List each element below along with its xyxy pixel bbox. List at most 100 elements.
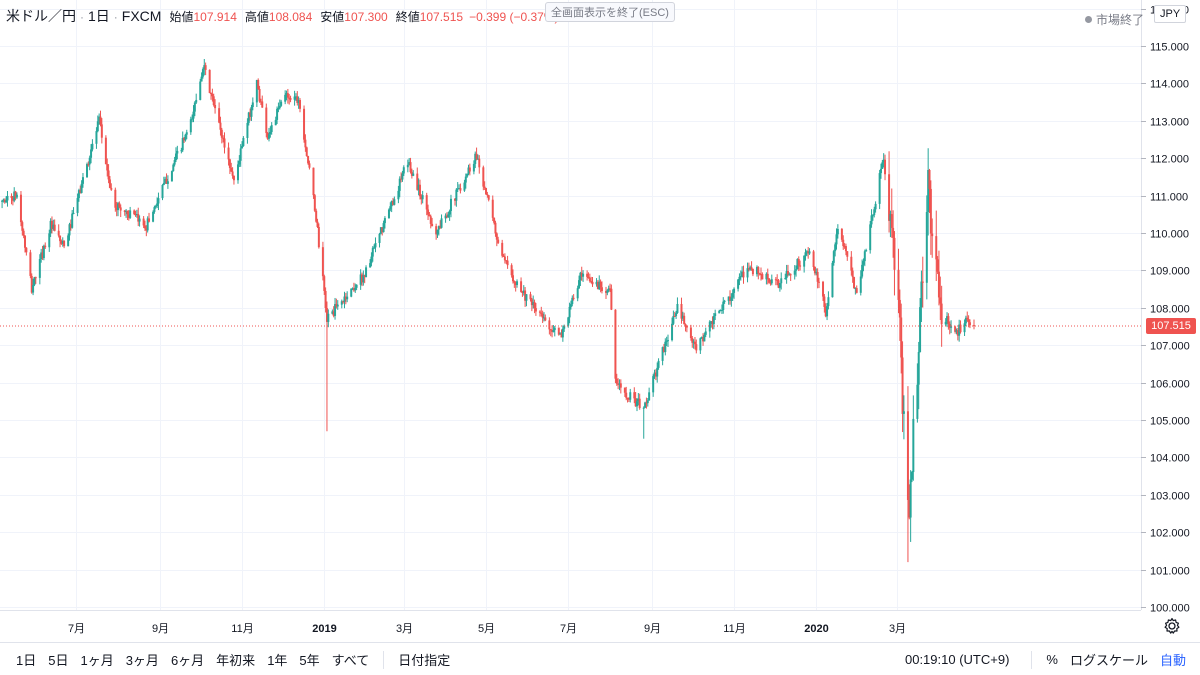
gear-icon[interactable] [1162,616,1182,636]
interval-label[interactable]: 1日 [88,8,110,24]
up-candle [552,330,555,333]
down-candle [257,79,260,90]
up-candle [836,228,839,235]
up-candle [437,226,440,230]
down-candle [79,190,82,193]
up-candle [718,310,721,314]
down-candle [305,147,308,157]
down-candle [596,281,599,290]
down-candle [439,226,442,228]
up-candle [785,271,788,279]
up-candle [343,296,346,302]
down-candle [21,222,24,231]
down-candle [906,411,909,500]
up-candle [826,306,829,317]
price-tick-label: 109.000 [1150,266,1190,278]
auto-scale-button[interactable]: 自動 [1159,653,1186,668]
price-chart[interactable]: 100.000 101.000 102.000 103.000 104.000 105.0… [0,0,1200,642]
down-candle [114,189,117,208]
down-candle [429,216,432,224]
up-candle [571,297,574,305]
down-candle [654,372,657,377]
range-ytd-button[interactable]: 年初来 [216,653,256,668]
up-candle [879,168,882,174]
up-candle [950,326,953,328]
clock-label[interactable]: 00:19:10 (UTC+9) [904,652,1010,667]
up-candle [242,137,245,147]
range-1m-button[interactable]: 1ヶ月 [80,653,114,668]
up-candle [925,212,928,283]
up-candle [730,297,733,301]
symbol-name[interactable]: 米ドル／円 [6,8,76,24]
down-candle [127,214,130,218]
up-candle [91,143,94,150]
up-candle [162,182,165,185]
exit-fullscreen-hint[interactable]: 全画面表示を終了(ESC) [545,2,675,22]
up-candle [653,372,656,377]
up-candle [675,312,678,317]
up-candle [882,159,885,163]
down-candle [623,387,626,393]
up-candle [805,251,808,253]
up-candle [95,131,98,144]
range-1y-button[interactable]: 1年 [267,653,288,668]
percent-scale-button[interactable]: % [1046,652,1058,667]
down-candle [142,218,145,226]
down-candle [34,277,37,279]
up-candle [964,317,967,324]
range-3m-button[interactable]: 3ヶ月 [125,653,159,668]
up-candle [90,149,93,158]
down-candle [324,290,327,309]
down-candle [100,124,103,138]
down-candle [626,397,629,399]
price-tick-label: 103.000 [1150,491,1190,503]
down-candle [600,287,603,292]
down-candle [22,230,25,236]
down-candle [702,337,705,342]
gear-icon-graphic [1164,617,1180,634]
up-candle [576,288,579,299]
down-candle [633,392,636,399]
separator-dot: · [113,10,118,24]
range-all-button[interactable]: すべて [331,653,370,668]
range-5d-button[interactable]: 5日 [48,653,69,668]
down-candle [947,316,950,324]
range-1d-button[interactable]: 1日 [16,653,37,668]
down-candle [747,268,750,270]
down-candle [693,341,696,345]
currency-button[interactable]: JPY [1154,5,1187,23]
price-tick-label: 112.000 [1150,154,1189,166]
down-candle [972,325,975,327]
up-candle [387,209,390,219]
up-candle [563,325,566,329]
up-candle [909,479,912,518]
time-tick-label: 5月 [478,623,495,635]
down-candle [87,164,90,166]
up-candle [746,268,749,278]
range-6m-button[interactable]: 6ヶ月 [170,653,205,668]
down-candle [325,308,328,322]
up-candle [793,270,796,275]
range-5y-button[interactable]: 5年 [299,653,320,668]
down-candle [431,223,434,227]
down-candle [625,392,628,398]
separator-dot: · [80,10,84,24]
up-candle [1,200,4,202]
down-candle [524,290,527,301]
up-candle [704,331,707,335]
down-candle [884,159,887,175]
up-candle [397,190,400,200]
down-candle [289,98,292,100]
up-candle [676,303,679,313]
down-candle [416,173,419,190]
down-candle [30,275,33,293]
goto-date-button[interactable]: 日付指定 [398,653,451,668]
down-candle [304,139,307,148]
up-candle [49,220,52,234]
down-candle [69,224,72,228]
up-candle [284,94,287,102]
up-candle [871,215,874,217]
log-scale-button[interactable]: ログスケール [1069,653,1148,668]
open-value: 107.914 [193,10,237,24]
down-candle [604,291,607,293]
